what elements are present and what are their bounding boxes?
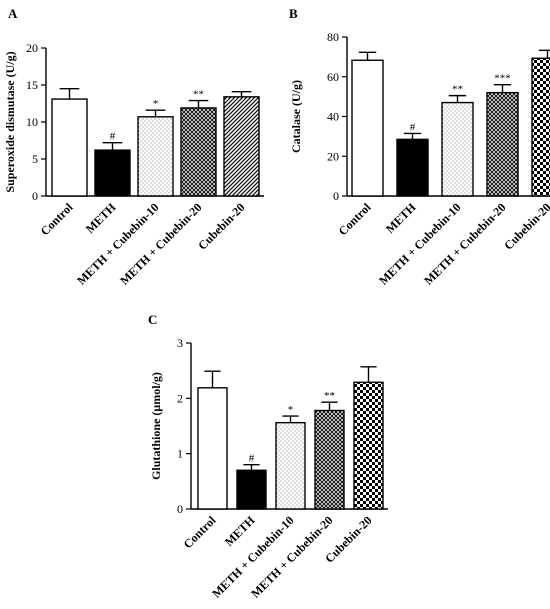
x-tick-label-meth: METH <box>83 200 119 236</box>
panel-letter: A <box>8 6 18 21</box>
bar-control <box>351 59 384 197</box>
bar-meth <box>236 469 267 510</box>
x-tick-label-meth: METH <box>383 200 419 236</box>
bar-meth-cubebin-10 <box>137 116 174 197</box>
bar-meth-cubebin-10 <box>441 101 474 197</box>
y-tick-label: 10 <box>26 115 38 129</box>
y-tick-label: 0 <box>32 189 38 203</box>
bar-meth-cubebin-10 <box>275 421 306 510</box>
x-tick-label-control: Control <box>181 513 219 551</box>
significance-meth: # <box>410 121 416 133</box>
bar-meth-cubebin-20 <box>486 91 519 197</box>
bar-cubebin-20 <box>353 381 384 510</box>
significance-meth-cubebin-10: * <box>153 98 159 110</box>
x-tick-label-cubebin-20: Cubebin-20 <box>501 200 550 252</box>
bar-meth <box>94 149 131 197</box>
y-tick-label: 20 <box>26 41 38 55</box>
x-tick-label-cubebin-20: Cubebin-20 <box>195 200 247 252</box>
y-tick-label: 20 <box>327 149 339 163</box>
significance-meth: # <box>249 453 255 465</box>
bar-control <box>51 98 88 197</box>
y-tick-label: 15 <box>26 78 38 92</box>
x-tick-label-meth: METH <box>222 513 258 549</box>
y-axis-title: Catalase (U/g) <box>289 80 303 153</box>
bar-meth <box>396 138 429 197</box>
x-tick-label-meth-cubebin-10: METH + Cubebin-10 <box>74 200 161 287</box>
bar-cubebin-20 <box>223 96 260 197</box>
panel-letter: B <box>289 6 298 21</box>
y-tick-label: 0 <box>333 189 339 203</box>
significance-meth-cubebin-10: * <box>288 404 294 416</box>
bar-meth-cubebin-20 <box>314 409 345 510</box>
y-tick-label: 3 <box>177 336 183 350</box>
x-tick-label-meth-cubebin-20: METH + Cubebin-20 <box>421 200 508 287</box>
bar-cubebin-20 <box>531 57 550 197</box>
significance-meth-cubebin-20: ** <box>193 89 204 101</box>
y-tick-label: 60 <box>327 70 339 84</box>
significance-meth-cubebin-10: ** <box>452 84 463 96</box>
x-tick-label-control: Control <box>38 200 76 238</box>
y-tick-label: 1 <box>177 447 183 461</box>
bar-meth-cubebin-20 <box>180 107 217 197</box>
y-axis-title: Glutathione (μmol/g) <box>149 372 163 480</box>
chart-panel-b: B Catalase (U/g) 0 20 40 60 80 Control # METH ** ME… <box>289 6 550 288</box>
y-tick-label: 40 <box>327 110 339 124</box>
significance-meth: # <box>110 131 116 143</box>
y-tick-label: 5 <box>32 152 38 166</box>
y-tick-label: 0 <box>177 502 183 516</box>
chart-panel-a: A Superoxide dismutase (U/g) 0 5 10 15 20 Contr… <box>3 6 264 288</box>
x-tick-label-meth-cubebin-20: METH + Cubebin-20 <box>117 200 204 287</box>
y-axis-title: Superoxide dismutase (U/g) <box>3 51 17 192</box>
x-tick-label-control: Control <box>336 200 374 238</box>
significance-meth-cubebin-20: *** <box>494 73 511 85</box>
y-tick-label: 2 <box>177 391 183 405</box>
y-tick-label: 80 <box>327 30 339 44</box>
x-tick-label-meth-cubebin-10: METH + Cubebin-10 <box>376 200 463 287</box>
panel-letter: C <box>148 312 157 327</box>
bar-control <box>197 387 228 510</box>
significance-meth-cubebin-20: ** <box>324 390 335 402</box>
